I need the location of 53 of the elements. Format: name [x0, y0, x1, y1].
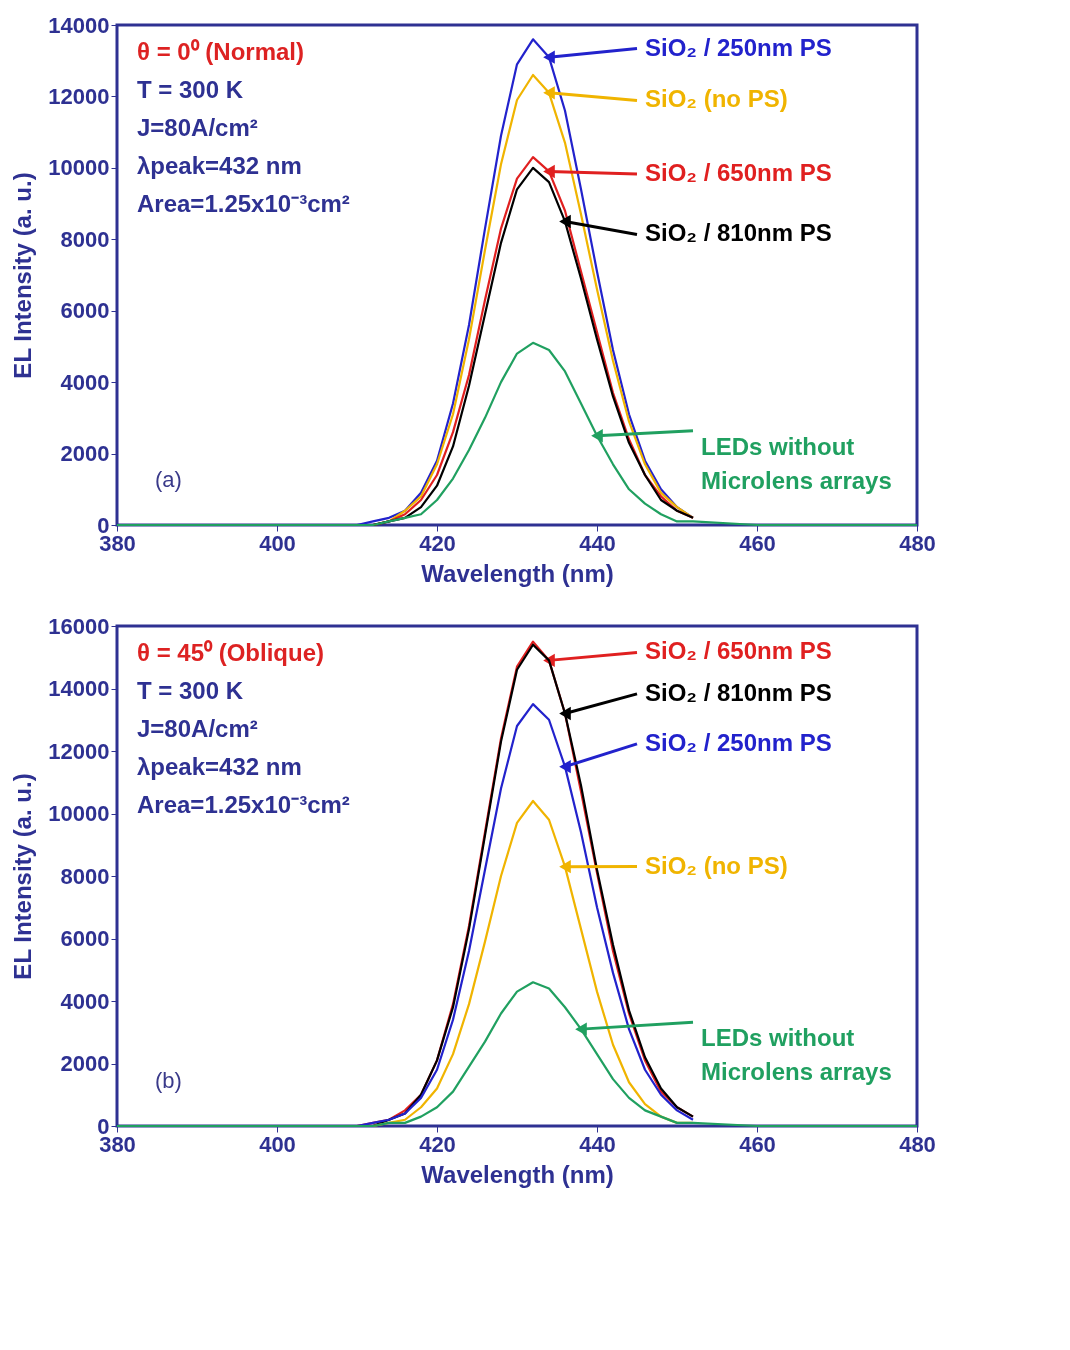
x-tick-label: 400: [259, 530, 296, 556]
annotation: (b): [155, 1068, 182, 1093]
y-tick-label: 6000: [60, 926, 110, 951]
x-tick-label: 420: [419, 1131, 456, 1157]
legend-label: SiO₂ / 250nm PS: [645, 728, 832, 756]
annotation: Area=1.25x10⁻³cm²: [137, 791, 350, 818]
y-tick-label: 8000: [60, 226, 110, 252]
x-tick-label: 480: [899, 1131, 936, 1157]
legend-label: SiO₂ (no PS): [645, 851, 788, 879]
y-tick-label: 8000: [60, 863, 110, 889]
y-tick-label: 4000: [60, 369, 110, 395]
legend-label: SiO₂ / 250nm PS: [645, 33, 832, 61]
y-axis-title: EL Intensity (a. u.): [9, 172, 37, 379]
annotation: J=80A/cm²: [137, 715, 258, 742]
line-series: [115, 341, 919, 527]
y-tick-label: 12000: [48, 83, 110, 109]
y-tick-label: 10000: [48, 155, 110, 181]
x-tick-label: 480: [899, 530, 936, 556]
y-tick-label: 12000: [48, 738, 110, 764]
x-tick-label: 440: [579, 530, 616, 556]
legend-label: SiO₂ (no PS): [645, 85, 788, 113]
legend-label: SiO₂ / 650nm PS: [645, 637, 832, 665]
line-series: [115, 981, 919, 1128]
y-tick-label: 2000: [60, 441, 110, 467]
annotation: λpeak=432 nm: [137, 753, 302, 780]
annotation: Area=1.25x10⁻³cm²: [137, 190, 350, 217]
legend-label: SiO₂ / 810nm PS: [645, 219, 832, 247]
annotation: J=80A/cm²: [137, 114, 258, 141]
x-tick-label: 460: [739, 1131, 776, 1157]
annotation: (a): [155, 467, 182, 492]
annotation: θ = 0⁰ (Normal): [137, 38, 305, 65]
y-axis-title: EL Intensity (a. u.): [9, 773, 37, 980]
x-tick-label: 440: [579, 1131, 616, 1157]
annotation: T = 300 K: [137, 76, 244, 103]
x-tick-label: 460: [739, 530, 776, 556]
x-tick-label: 400: [259, 1131, 296, 1157]
y-tick-label: 4000: [60, 988, 110, 1014]
legend-label: SiO₂ / 810nm PS: [645, 678, 832, 706]
x-axis-title: Wavelength (nm): [421, 559, 614, 587]
x-axis-title: Wavelength (nm): [421, 1160, 614, 1188]
y-tick-label: 6000: [60, 298, 110, 324]
legend-label: SiO₂ / 650nm PS: [645, 159, 832, 187]
annotation: θ = 45⁰ (Oblique): [137, 639, 325, 666]
legend-label: LEDs without Microlens arrays: [701, 1024, 892, 1086]
annotation: λpeak=432 nm: [137, 152, 302, 179]
y-tick-label: 16000: [48, 613, 110, 639]
x-tick-label: 420: [419, 530, 456, 556]
annotation: T = 300 K: [137, 677, 244, 704]
y-tick-label: 2000: [60, 1051, 110, 1076]
y-tick-label: 14000: [48, 676, 110, 701]
y-tick-label: 14000: [48, 12, 110, 38]
y-tick-label: 10000: [48, 801, 110, 826]
legend-label: LEDs without Microlens arrays: [701, 432, 892, 494]
